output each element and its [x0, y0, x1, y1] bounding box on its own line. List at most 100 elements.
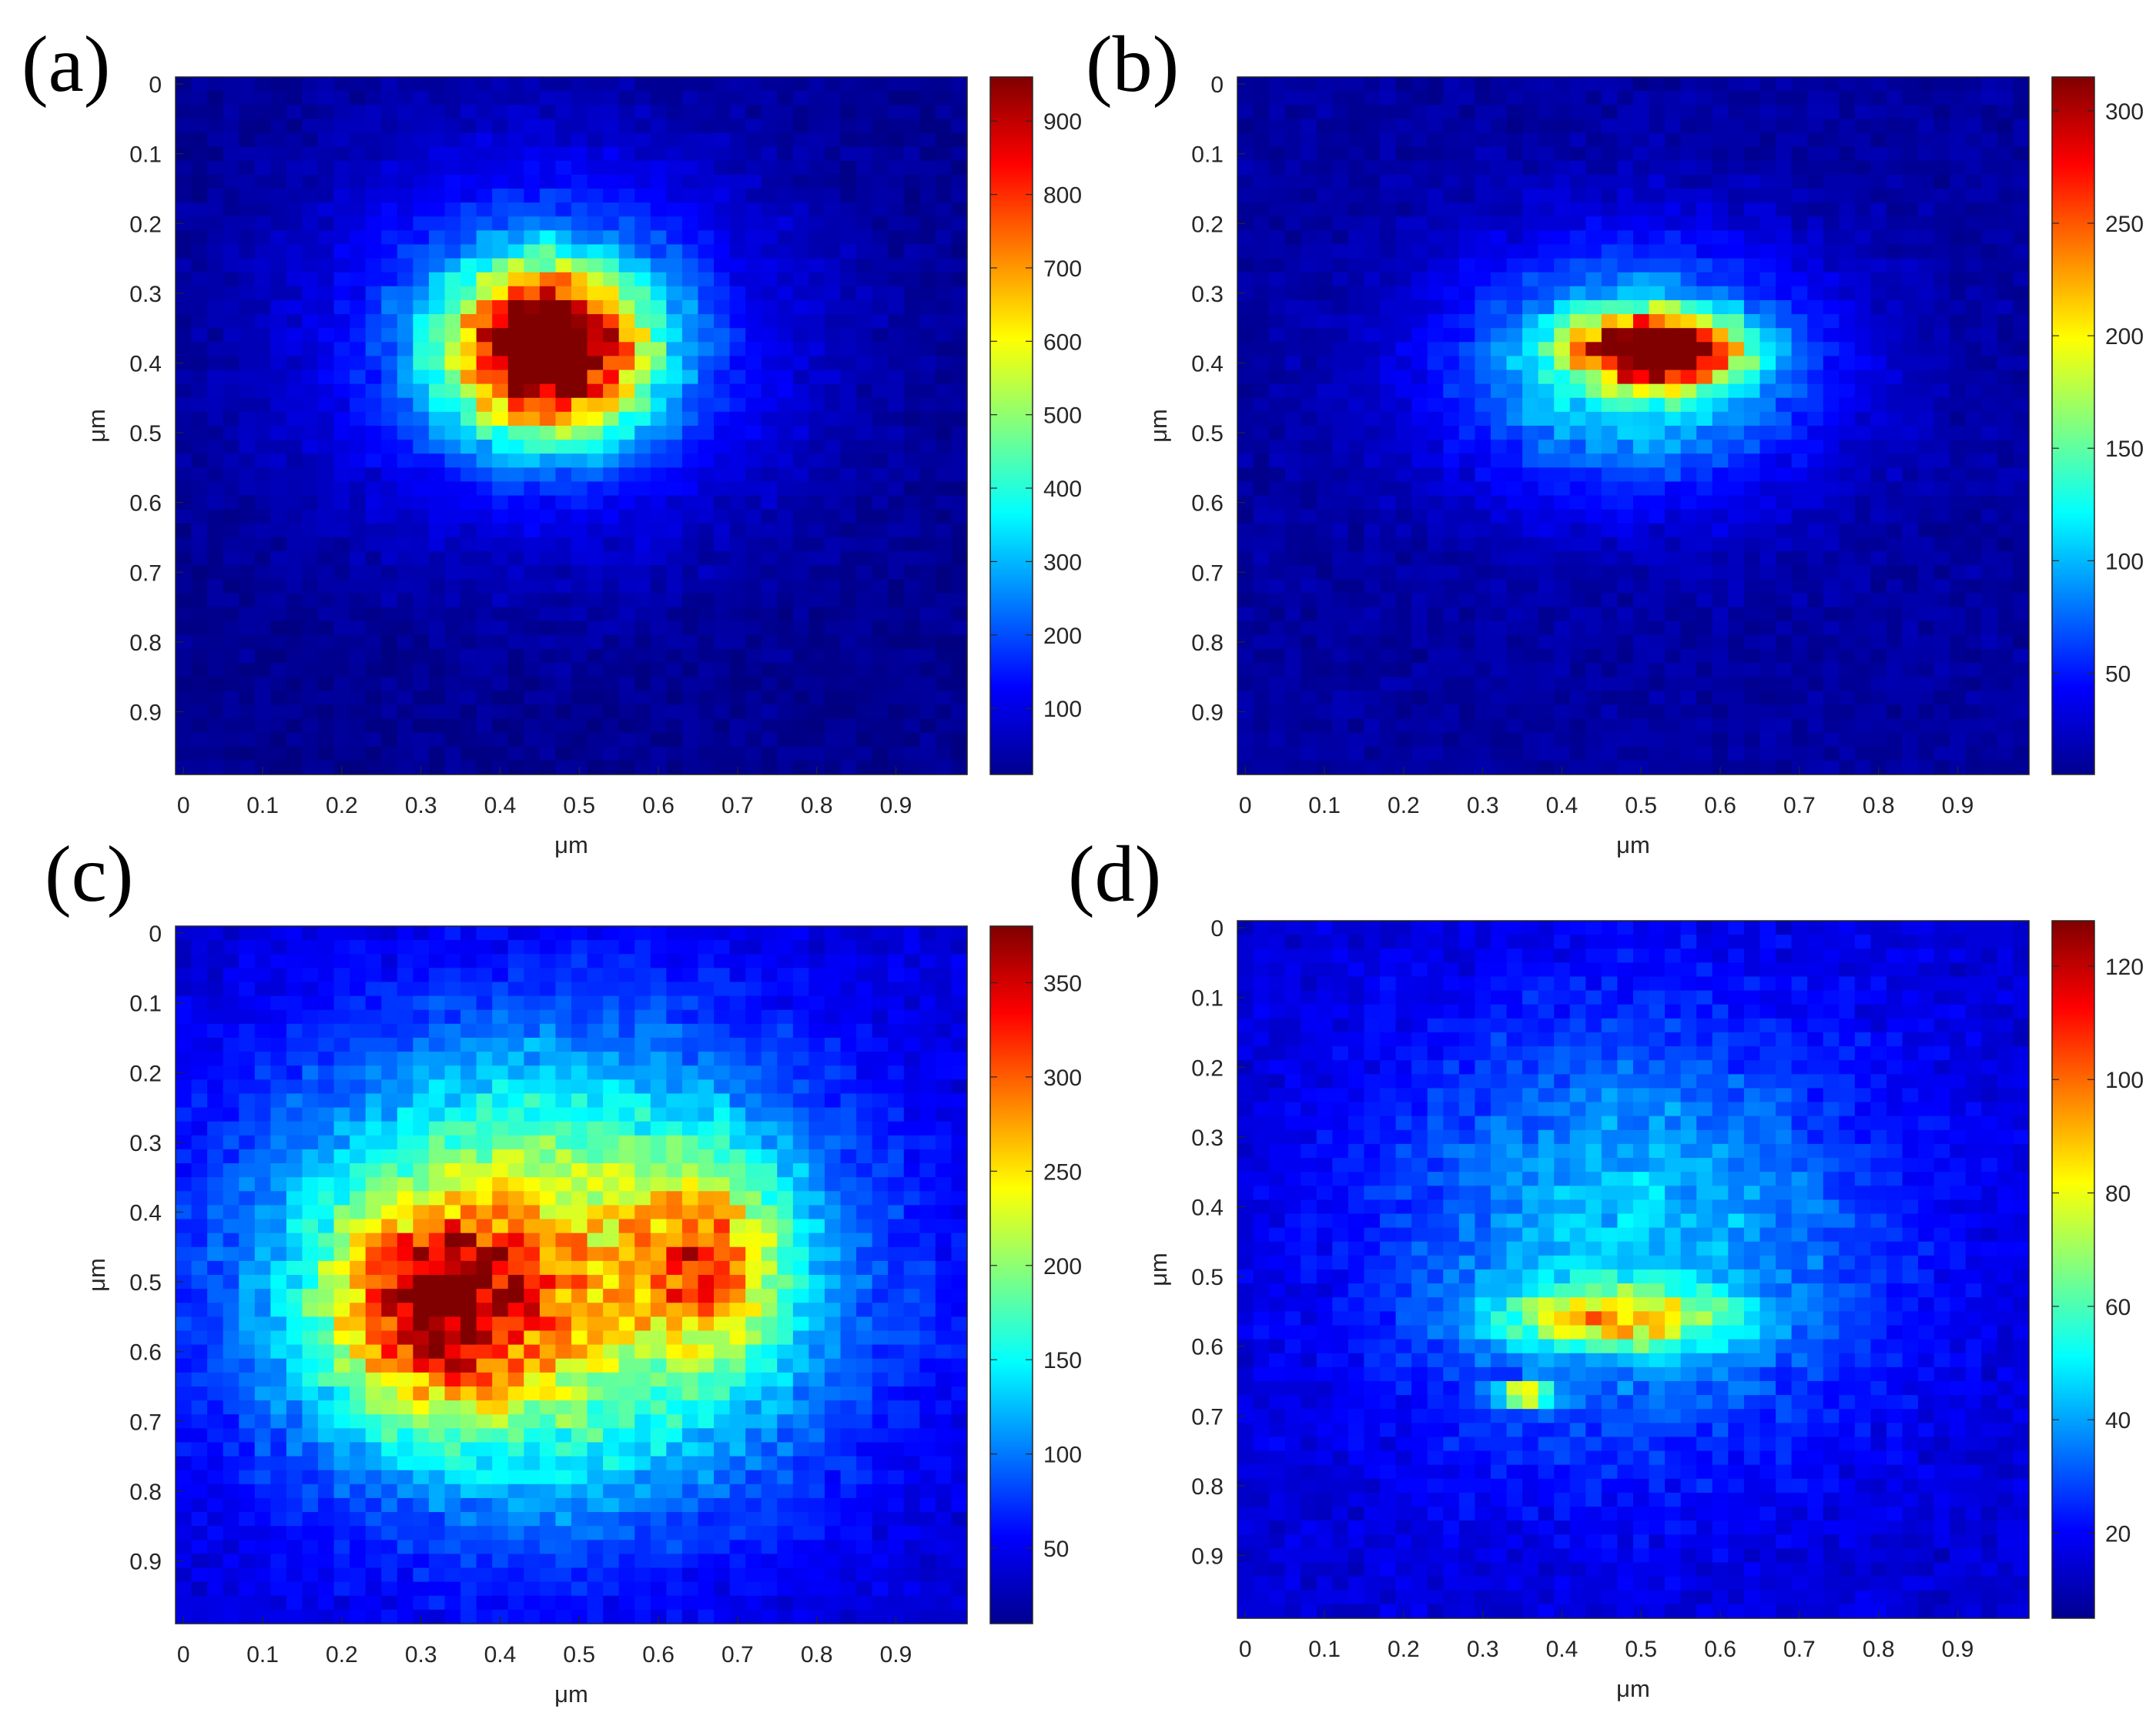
heatmap-cell	[603, 760, 620, 775]
heatmap-cell	[460, 607, 477, 622]
heatmap-cell	[286, 328, 303, 343]
heatmap-cell	[1380, 244, 1397, 259]
heatmap-cell	[1776, 593, 1793, 608]
heatmap-cell	[1649, 91, 1666, 105]
heatmap-cell	[191, 299, 208, 315]
heatmap-cell	[1791, 146, 1808, 162]
heatmap-cell	[840, 272, 857, 287]
heatmap-cell	[1364, 663, 1381, 677]
heatmap-cell	[618, 440, 635, 454]
heatmap-cell	[571, 565, 588, 580]
heatmap-cell	[1490, 579, 1508, 594]
heatmap-cell	[824, 383, 842, 399]
heatmap-cell	[223, 105, 239, 119]
heatmap-cell	[1301, 132, 1317, 148]
heatmap-cell	[777, 481, 794, 497]
heatmap-cell	[318, 356, 335, 371]
heatmap-cell	[571, 593, 588, 608]
heatmap-cell	[191, 356, 208, 371]
heatmap-cell	[270, 202, 287, 217]
heatmap-cell	[539, 272, 557, 287]
heatmap-cell	[507, 537, 524, 552]
heatmap-cell	[840, 314, 857, 329]
heatmap-cell	[1886, 523, 1903, 538]
heatmap-cell	[618, 356, 635, 371]
heatmap-cell	[191, 440, 208, 454]
heatmap-cell	[587, 174, 604, 189]
heatmap-cell	[1284, 105, 1301, 119]
heatmap-cell	[1933, 216, 1950, 231]
heatmap-cell	[872, 202, 889, 217]
heatmap-cell	[1759, 342, 1776, 356]
heatmap-cell	[555, 160, 572, 176]
heatmap-cell	[191, 160, 208, 176]
heatmap-cell	[413, 537, 430, 552]
heatmap-cell	[1807, 397, 1824, 413]
heatmap-cell	[1839, 537, 1856, 552]
heatmap-cell	[413, 216, 430, 231]
heatmap-cell	[350, 634, 367, 650]
heatmap-cell	[1696, 551, 1713, 566]
heatmap-cell	[872, 565, 889, 580]
heatmap-cell	[207, 272, 224, 287]
heatmap-cell	[1950, 174, 1967, 189]
heatmap-cell	[1538, 495, 1555, 510]
heatmap-cell	[1411, 509, 1428, 524]
heatmap-cell	[1886, 509, 1903, 524]
heatmap-cell	[1981, 244, 1998, 259]
heatmap-cell	[1411, 216, 1428, 231]
heatmap-cell	[1696, 607, 1713, 622]
heatmap-cell	[1601, 704, 1619, 720]
heatmap-cell	[1585, 272, 1602, 287]
heatmap-cell	[603, 426, 620, 440]
heatmap-cell	[1776, 258, 1793, 273]
heatmap-cell	[1316, 426, 1333, 440]
heatmap-cell	[1490, 495, 1508, 510]
heatmap-cell	[254, 593, 271, 608]
heatmap-cell	[1569, 272, 1586, 287]
heatmap-cell	[681, 440, 699, 454]
heatmap-cell	[777, 621, 794, 636]
heatmap-cell	[176, 718, 192, 734]
heatmap-cell	[555, 174, 572, 189]
heatmap-cell	[1458, 370, 1475, 385]
heatmap-cell	[1237, 426, 1254, 440]
heatmap-cell	[302, 607, 319, 622]
heatmap-cell	[729, 160, 746, 176]
heatmap-cell	[1411, 119, 1428, 134]
heatmap-cell	[698, 383, 715, 399]
heatmap-cell	[1585, 551, 1602, 566]
heatmap-cell	[777, 272, 794, 287]
heatmap-cell	[1490, 440, 1508, 454]
heatmap-cell	[840, 621, 857, 636]
heatmap-cell	[1364, 328, 1381, 343]
heatmap-cell	[270, 593, 287, 608]
heatmap-cell	[792, 607, 809, 622]
heatmap-cell	[618, 91, 635, 105]
heatmap-cell	[650, 607, 667, 622]
heatmap-cell	[1443, 160, 1460, 176]
heatmap-cell	[1680, 551, 1697, 566]
heatmap-cell	[634, 537, 651, 552]
heatmap-cell	[1332, 746, 1349, 761]
heatmap-cell	[1902, 202, 1919, 217]
heatmap-cell	[698, 481, 715, 497]
heatmap-cell	[951, 663, 968, 677]
heatmap-cell	[1839, 272, 1856, 287]
heatmap-cell	[1712, 453, 1729, 468]
heatmap-cell	[935, 579, 952, 594]
heatmap-cell	[919, 453, 936, 468]
heatmap-cell	[666, 453, 683, 468]
heatmap-cell	[1569, 453, 1586, 468]
heatmap-cell	[507, 691, 524, 705]
heatmap-cell	[413, 523, 430, 538]
heatmap-cell	[428, 286, 446, 301]
heatmap-cell	[618, 523, 635, 538]
heatmap-cell	[935, 663, 952, 677]
heatmap-cell	[539, 677, 557, 691]
heatmap-cell	[318, 411, 335, 426]
heatmap-cell	[1443, 634, 1460, 650]
heatmap-cell	[1490, 230, 1508, 246]
heatmap-cell	[1965, 258, 1982, 273]
heatmap-cell	[650, 202, 667, 217]
